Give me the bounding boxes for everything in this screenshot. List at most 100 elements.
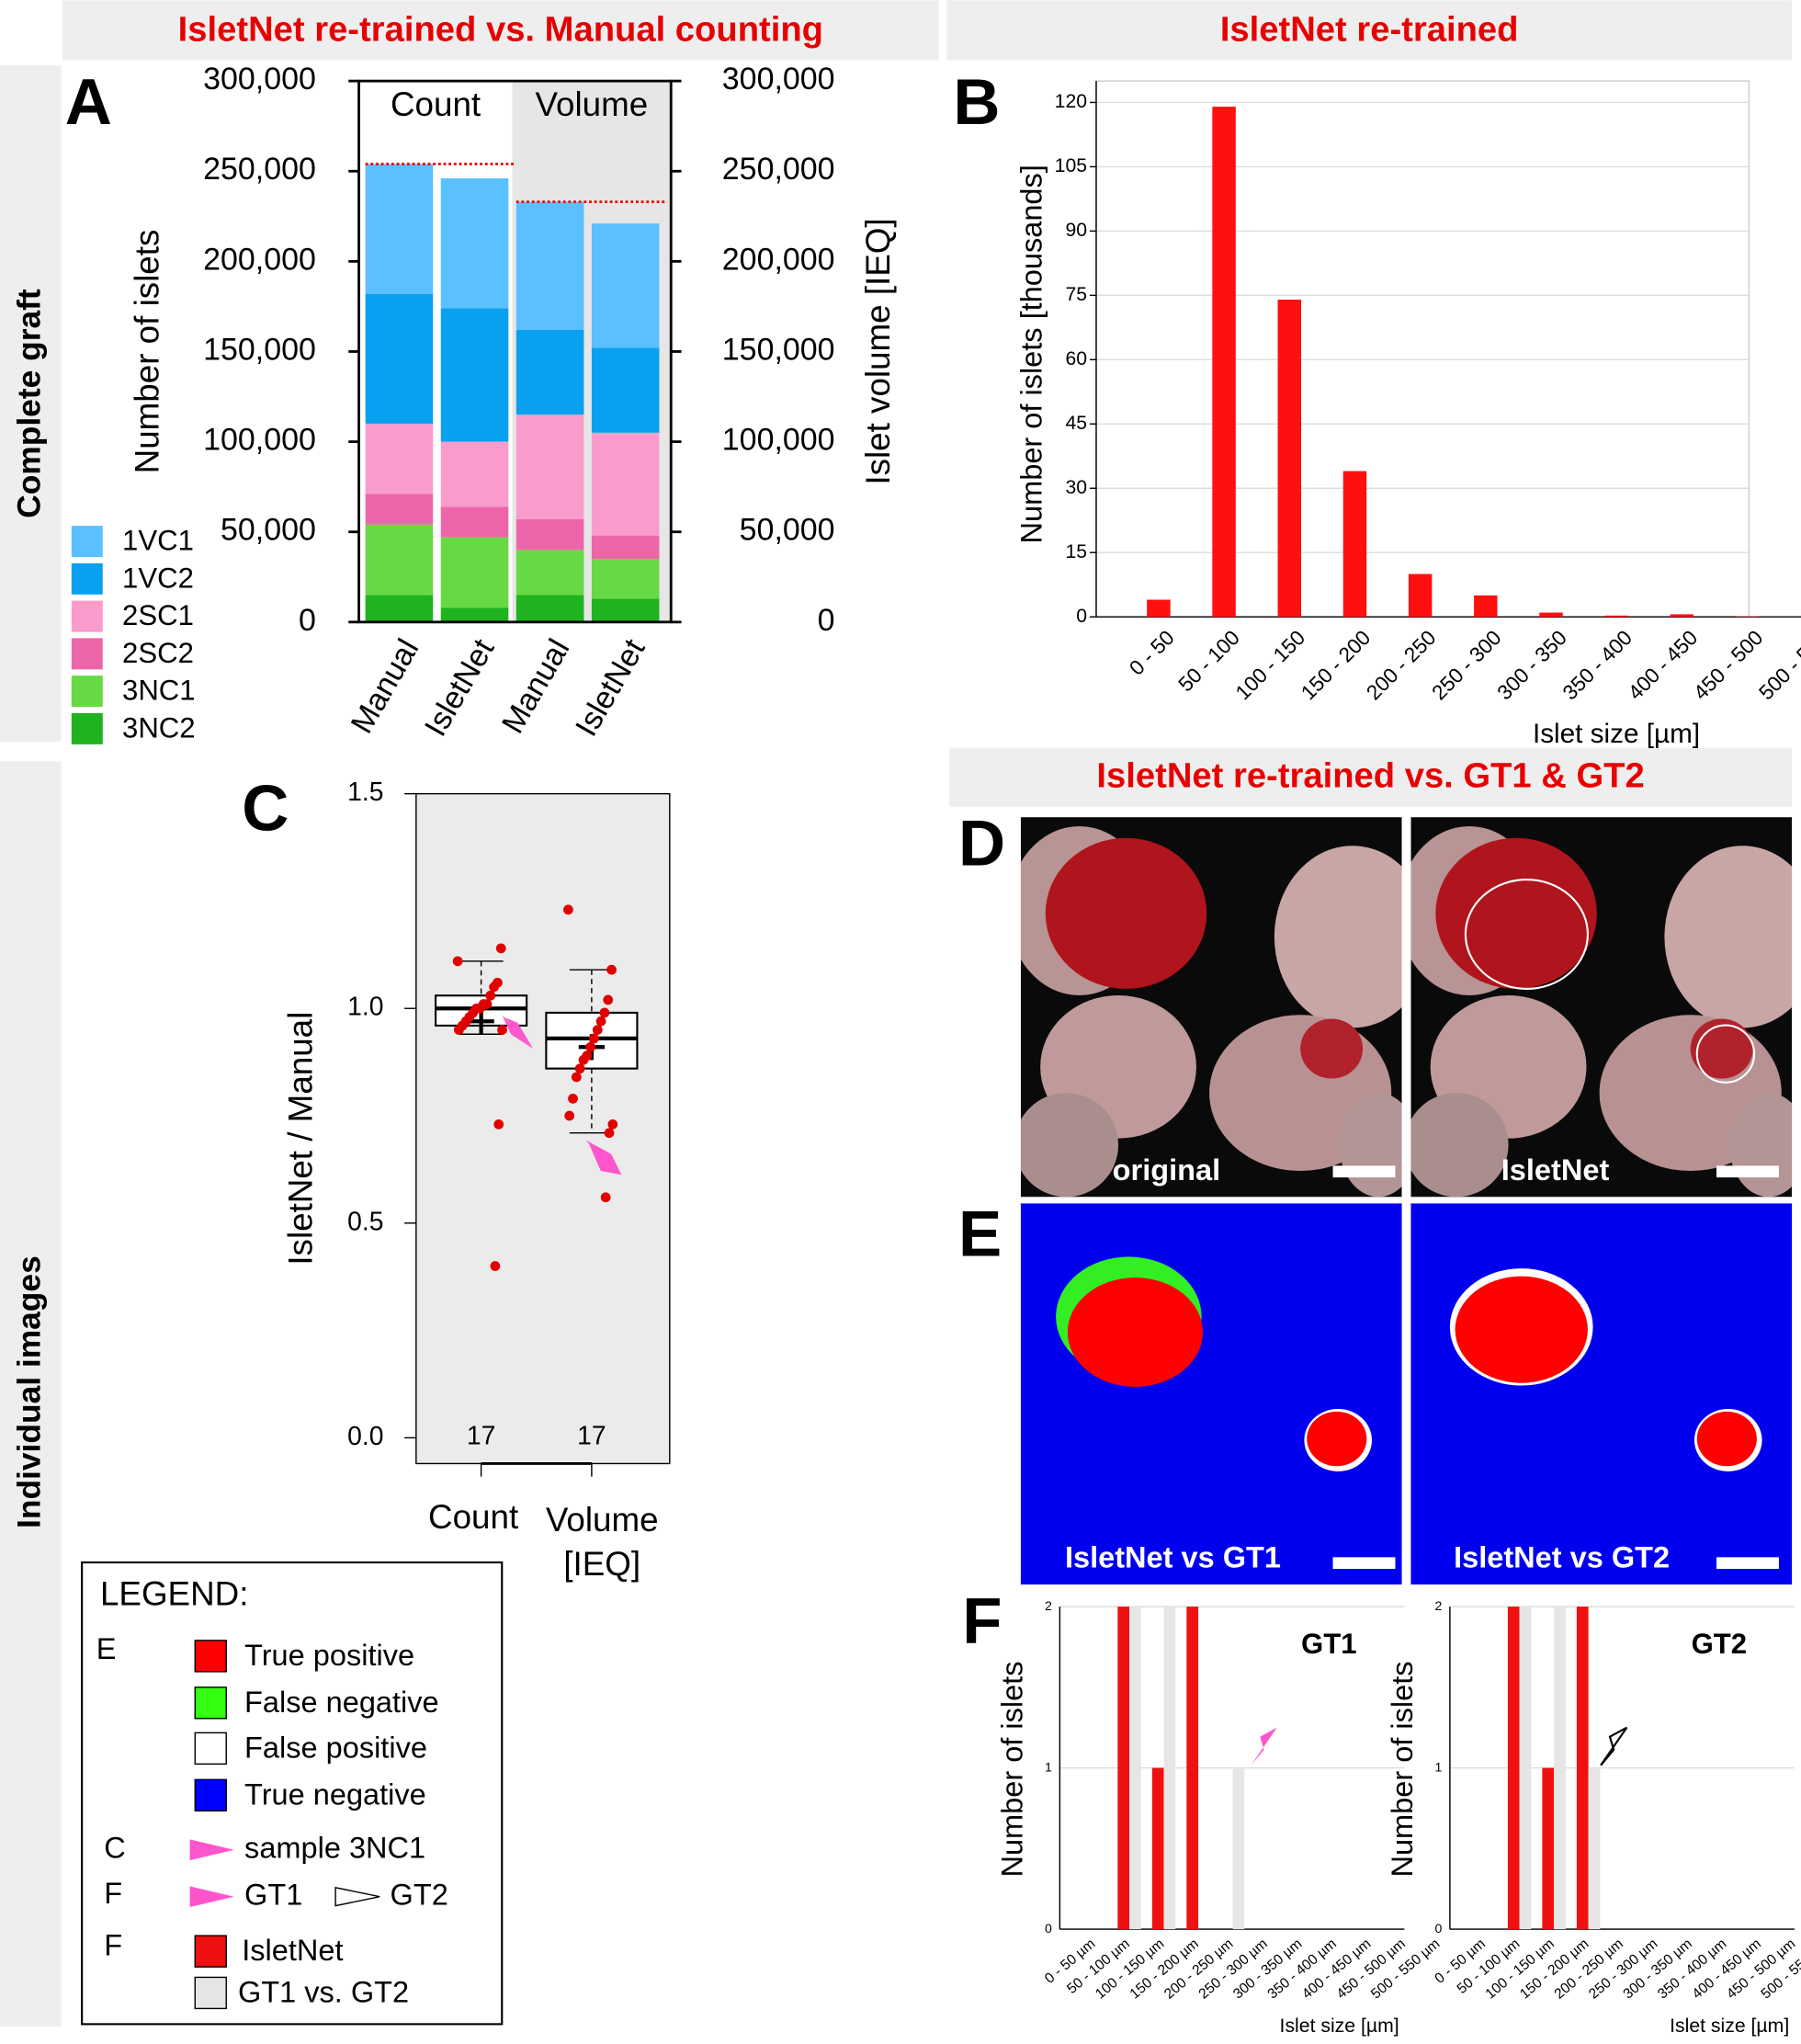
image-label: IsletNet vs GT2	[1454, 1541, 1670, 1574]
bar	[1342, 471, 1367, 618]
side-label: Individual images	[11, 1255, 47, 1528]
legend-frame	[81, 1561, 504, 2026]
scale-bar	[1332, 1557, 1396, 1570]
y-tick-label: 100,000	[203, 423, 316, 458]
y2-tick-label: 0	[818, 603, 835, 638]
legend-panel: E	[96, 1632, 117, 1665]
data-point	[585, 1041, 596, 1052]
y-axis-label: Number of islets [thousands]	[1015, 165, 1048, 543]
y-axis-label: IsletNet / Manual	[281, 1012, 319, 1266]
x-tick-label: 300 - 350	[1493, 626, 1571, 704]
legend-arrow	[334, 1886, 380, 1907]
y2-tick-label: 300,000	[722, 62, 835, 97]
x-tick-label: 450 - 500	[1689, 626, 1767, 704]
bar	[1519, 1607, 1532, 1930]
bar-segment	[440, 608, 509, 622]
plot-background	[415, 792, 671, 1465]
annotation-arrow	[1251, 1727, 1277, 1766]
bar-segment	[365, 595, 434, 622]
bar	[1588, 1767, 1601, 1930]
legend-swatch	[194, 1686, 227, 1720]
annotation-arrow	[502, 1015, 534, 1050]
data-point	[568, 1093, 578, 1104]
x-tick-label: 100 - 150	[1231, 626, 1309, 704]
y-tick-label: 250,000	[203, 152, 316, 187]
y-tick-label: 200,000	[203, 242, 316, 277]
legend-item: True negative	[244, 1777, 426, 1811]
data-point	[595, 1016, 606, 1027]
legend-swatch	[71, 712, 103, 744]
legend-swatch	[194, 1640, 227, 1673]
x-tick-label: 400 - 450	[1624, 626, 1702, 704]
y-tick-label: 2	[1435, 1598, 1443, 1613]
annotation-arrow	[584, 1140, 622, 1175]
data-point	[589, 1033, 599, 1044]
bar	[1542, 1767, 1555, 1930]
bar-segment	[440, 178, 509, 309]
bar	[1129, 1607, 1141, 1930]
data-point	[578, 1054, 589, 1065]
y-tick-label: 60	[1065, 348, 1087, 369]
y2-tick-label: 150,000	[722, 332, 835, 367]
panel-letter: F	[962, 1584, 1002, 1657]
image-label: IsletNet	[1501, 1153, 1610, 1187]
panel-letter: D	[958, 807, 1005, 880]
scale-bar	[1716, 1557, 1779, 1570]
bar	[1117, 1607, 1130, 1930]
legend-swatch	[194, 1976, 227, 2010]
y-tick-label: 90	[1065, 220, 1087, 241]
panel-letter: B	[953, 65, 1000, 138]
bar-segment	[440, 506, 509, 538]
y2-tick-label: 100,000	[722, 423, 835, 458]
y-tick-label: 0	[1045, 1921, 1052, 1936]
bar-segment	[440, 441, 509, 507]
side-label: Complete graft	[11, 289, 47, 518]
scale-bar	[1332, 1165, 1396, 1178]
legend-box: LEGEND: E True positive False negative F…	[81, 1561, 504, 2026]
header-bar	[949, 748, 1793, 807]
legend-swatch	[194, 1732, 227, 1766]
bar	[1576, 1607, 1589, 1930]
y-tick-label: 0	[1076, 606, 1087, 627]
scale-bar	[1716, 1165, 1779, 1178]
y2-tick-label: 50,000	[740, 513, 835, 548]
bar	[1277, 300, 1302, 618]
y-tick-label: 0.0	[347, 1421, 383, 1450]
legend-item: sample 3NC1	[244, 1831, 425, 1864]
y-tick-label: 2	[1045, 1598, 1052, 1613]
bar-segment	[591, 559, 660, 599]
legend-panel: C	[104, 1831, 126, 1864]
data-point	[604, 1128, 615, 1139]
bar-segment	[591, 432, 660, 536]
header-bar	[946, 0, 1793, 61]
plot-frame	[1095, 80, 1750, 618]
y-tick-label: 1.0	[347, 992, 383, 1021]
bar	[1539, 612, 1563, 618]
data-point	[563, 904, 573, 915]
legend-label: 2SC1	[122, 599, 194, 631]
x-tick-label: 150 - 200	[1297, 626, 1375, 704]
bar	[1151, 1767, 1164, 1930]
legend-label: 3NC1	[122, 675, 196, 707]
y-axis-label: Number of islets	[128, 230, 165, 474]
y-tick-label: 45	[1065, 413, 1087, 434]
y-tick-label: 120	[1055, 91, 1087, 112]
n-label: 17	[467, 1421, 495, 1450]
y-tick-label: 1	[1435, 1759, 1443, 1774]
bar-segment	[591, 535, 660, 560]
x-axis-label: Islet size [µm]	[1280, 2016, 1399, 2037]
data-point	[490, 1261, 501, 1271]
bar-segment	[365, 293, 434, 424]
bar-segment	[591, 598, 660, 622]
chart-title: GT1	[1301, 1628, 1357, 1660]
data-point	[600, 1192, 611, 1203]
legend-item: True positive	[244, 1639, 414, 1672]
legend-arrow	[189, 1886, 234, 1908]
y-tick-label: 30	[1065, 477, 1087, 498]
bar	[1474, 595, 1498, 618]
legend-swatch	[71, 638, 103, 670]
bar	[1408, 573, 1433, 618]
x-tick-label: IsletNet	[418, 632, 502, 742]
